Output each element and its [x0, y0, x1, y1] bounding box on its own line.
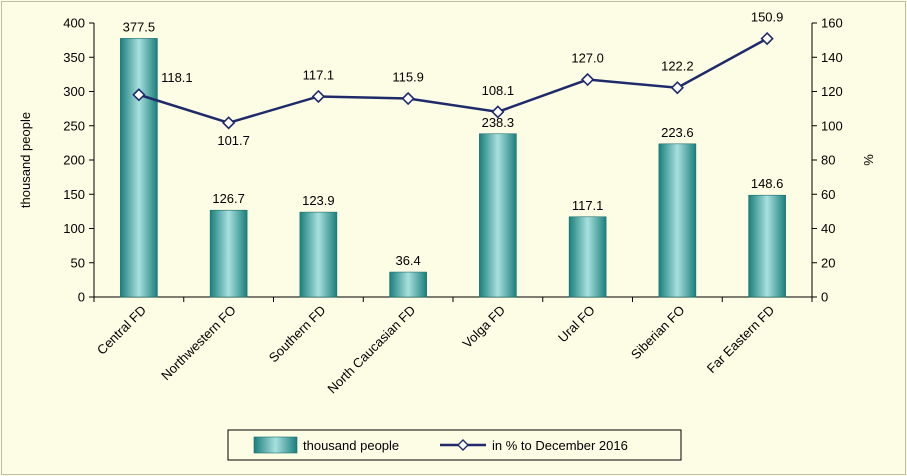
bar-value-label: 117.1	[572, 198, 604, 213]
line-marker	[491, 105, 505, 119]
right-tick-label: 80	[821, 153, 835, 168]
left-tick-label: 400	[63, 16, 85, 31]
line-marker	[401, 91, 415, 106]
bar-value-label: 377.5	[123, 19, 156, 34]
x-category-label: Ural FO	[555, 303, 598, 346]
bar	[120, 38, 158, 298]
bar-value-label: 36.4	[395, 253, 420, 268]
line-value-label: 122.2	[661, 59, 694, 74]
right-tick-label: 20	[821, 255, 835, 270]
line-marker	[132, 88, 146, 102]
left-tick-label: 150	[63, 187, 85, 202]
data-labels: 377.5 126.7 123.9 36.4 238.3 117.1 223.6 148.6 1…	[123, 10, 784, 268]
line-marker	[670, 81, 685, 95]
right-tick-label: 100	[821, 118, 843, 133]
line-value-label: 115.9	[392, 70, 424, 85]
bar	[748, 194, 786, 298]
line-marker	[580, 72, 595, 87]
right-tick-label: 0	[821, 290, 828, 305]
left-tick-label: 100	[63, 221, 85, 236]
bar-value-label: 223.6	[661, 125, 694, 140]
bar	[658, 143, 697, 298]
right-tick-label: 160	[821, 16, 843, 31]
left-tick-label: 350	[63, 50, 85, 65]
x-category-label: North Caucasian FD	[324, 303, 418, 397]
line-value-label: 118.1	[161, 70, 193, 85]
bar	[479, 133, 517, 298]
right-tick-label: 40	[821, 221, 835, 236]
line-path	[138, 37, 768, 125]
bar	[299, 211, 338, 298]
y-right-axis-title: %	[861, 154, 876, 166]
legend: thousand people in % to December 2016	[227, 429, 682, 461]
legend-line-marker	[457, 439, 469, 451]
left-tick-label: 50	[71, 255, 85, 270]
x-category-label: Southern FD	[266, 303, 329, 366]
line-marker	[311, 89, 326, 104]
legend-bar-swatch	[253, 436, 298, 454]
line-value-label: 117.1	[303, 67, 335, 82]
bar-value-label: 123.9	[302, 193, 335, 208]
bar	[389, 271, 427, 298]
x-category-label: Northwestern FO	[158, 303, 239, 384]
left-tick-label: 0	[78, 290, 85, 305]
bar-value-label: 238.3	[482, 115, 515, 130]
right-tick-label: 60	[821, 187, 835, 202]
bar	[209, 209, 248, 298]
left-tick-label: 300	[63, 84, 85, 99]
right-tick-label: 120	[821, 84, 843, 99]
legend-bar-label: thousand people	[303, 438, 399, 453]
x-category-label: Far Eastern FD	[704, 303, 777, 376]
line-value-label: 101.7	[217, 133, 250, 148]
line-value-label: 108.1	[482, 83, 515, 98]
right-tick-label: 140	[821, 50, 843, 65]
y-left-axis-title: thousand people	[18, 112, 33, 208]
left-tick-label: 250	[63, 118, 85, 133]
line-marker	[760, 31, 774, 46]
line-value-label: 150.9	[751, 10, 784, 25]
bar-value-label: 126.7	[212, 191, 245, 206]
line-marker	[221, 116, 236, 130]
line-series	[132, 31, 774, 130]
line-value-label: 127.0	[571, 51, 604, 66]
bar-series	[120, 38, 786, 298]
legend-line-label: in % to December 2016	[492, 438, 628, 453]
bar-value-label: 148.6	[751, 176, 784, 191]
x-category-label: Siberian FO	[628, 303, 688, 363]
x-category-label: Volga FD	[460, 303, 508, 351]
x-category-label: Central FD	[94, 303, 149, 358]
bar	[568, 216, 607, 298]
left-tick-label: 200	[63, 153, 85, 168]
